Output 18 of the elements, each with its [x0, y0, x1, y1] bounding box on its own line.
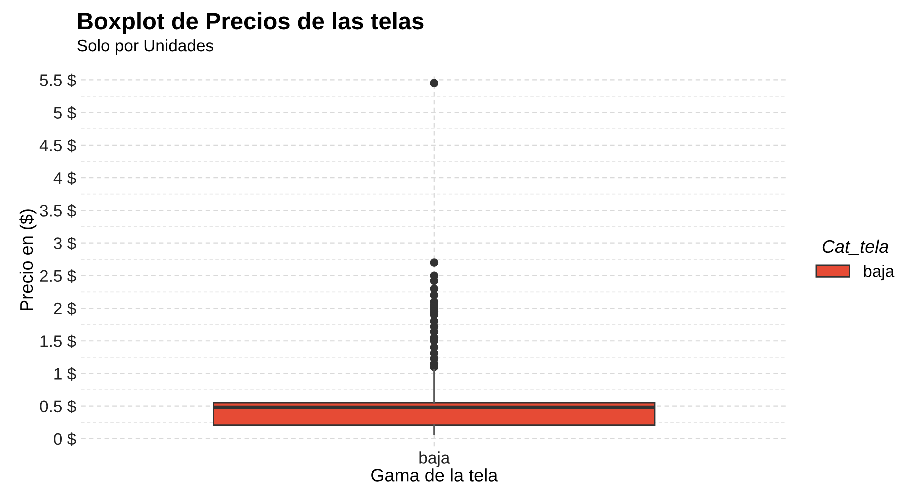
x-axis-title: Gama de la tela	[372, 468, 498, 482]
y-tick-label: 2 $	[54, 302, 76, 316]
y-tick-label: 1.5 $	[40, 334, 76, 348]
chart-title: Boxplot de Precios de las telas	[78, 12, 424, 34]
y-tick-label: 3.5 $	[40, 204, 76, 218]
y-tick-label: 4.5 $	[40, 139, 76, 153]
chart-subtitle: Solo por Unidades	[78, 39, 214, 56]
y-tick-label: 5 $	[54, 106, 76, 120]
y-tick-label: 1 $	[54, 367, 76, 381]
y-tick-label: 5.5 $	[40, 74, 76, 88]
legend-label: baja	[864, 265, 895, 281]
y-tick-label: 2.5 $	[40, 270, 76, 284]
y-axis-title: Precio en ($)	[20, 210, 37, 310]
y-tick-label: 4 $	[54, 172, 76, 186]
y-tick-label: 0 $	[54, 432, 76, 446]
legend-title: Cat_tela	[822, 240, 889, 256]
y-tick-label: 0.5 $	[40, 400, 76, 414]
y-tick-label: 3 $	[54, 236, 76, 250]
